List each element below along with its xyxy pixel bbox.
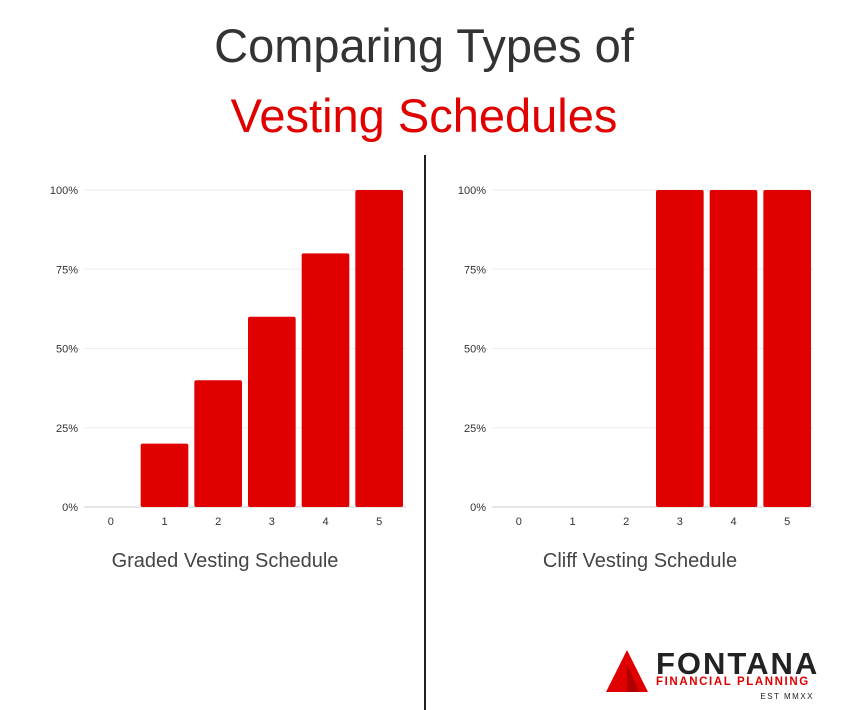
y-tick-label: 100% [458, 185, 486, 197]
title-line-1: Comparing Types of [214, 19, 634, 72]
title-line-2: Vesting Schedules [230, 89, 618, 142]
bar-5 [355, 190, 403, 507]
x-tick-label: 4 [730, 516, 736, 528]
y-tick-label: 50% [464, 344, 486, 356]
y-tick-label: 50% [56, 344, 78, 356]
brand-name: FONTANA [656, 646, 820, 681]
fontana-logo: FONTANA FINANCIAL PLANNING EST MMXX [606, 646, 826, 706]
x-tick-label: 4 [322, 516, 328, 528]
cliff-vesting-chart: 0% 25% 50% 75% 100% 0 1 2 3 4 5 [458, 185, 814, 528]
bar-1 [140, 443, 189, 507]
brand-subtitle: FINANCIAL PLANNING [656, 676, 810, 688]
x-tick-label: 0 [108, 516, 114, 528]
x-tick-label: 2 [623, 516, 629, 528]
cliff-chart-caption: Cliff Vesting Schedule [542, 550, 738, 572]
bar-4 [709, 190, 758, 507]
x-tick-label: 2 [215, 516, 221, 528]
y-tick-label: 0% [62, 502, 78, 514]
x-tick-label: 1 [569, 516, 575, 528]
y-tick-label: 0% [470, 502, 486, 514]
y-tick-label: 75% [464, 264, 486, 276]
y-tick-label: 25% [464, 423, 486, 435]
x-tick-label: 5 [784, 516, 790, 528]
divider-line [424, 155, 426, 710]
graded-vesting-chart: 0% 25% 50% 75% 100% 0 1 2 3 4 5 [50, 185, 406, 528]
graded-chart-caption: Graded Vesting Schedule [111, 550, 339, 572]
bar-5 [763, 190, 811, 507]
x-tick-label: 0 [516, 516, 522, 528]
x-tick-label: 1 [161, 516, 167, 528]
triangle-logo-icon [606, 650, 648, 692]
x-tick-label: 3 [269, 516, 275, 528]
bar-3 [656, 190, 704, 507]
y-tick-label: 75% [56, 264, 78, 276]
bar-2 [194, 380, 242, 507]
bar-4 [301, 253, 350, 507]
y-tick-label: 25% [56, 423, 78, 435]
y-tick-label: 100% [50, 185, 78, 197]
x-tick-label: 3 [677, 516, 683, 528]
x-tick-label: 5 [376, 516, 382, 528]
bar-3 [248, 316, 296, 507]
brand-established: EST MMXX [760, 692, 814, 701]
